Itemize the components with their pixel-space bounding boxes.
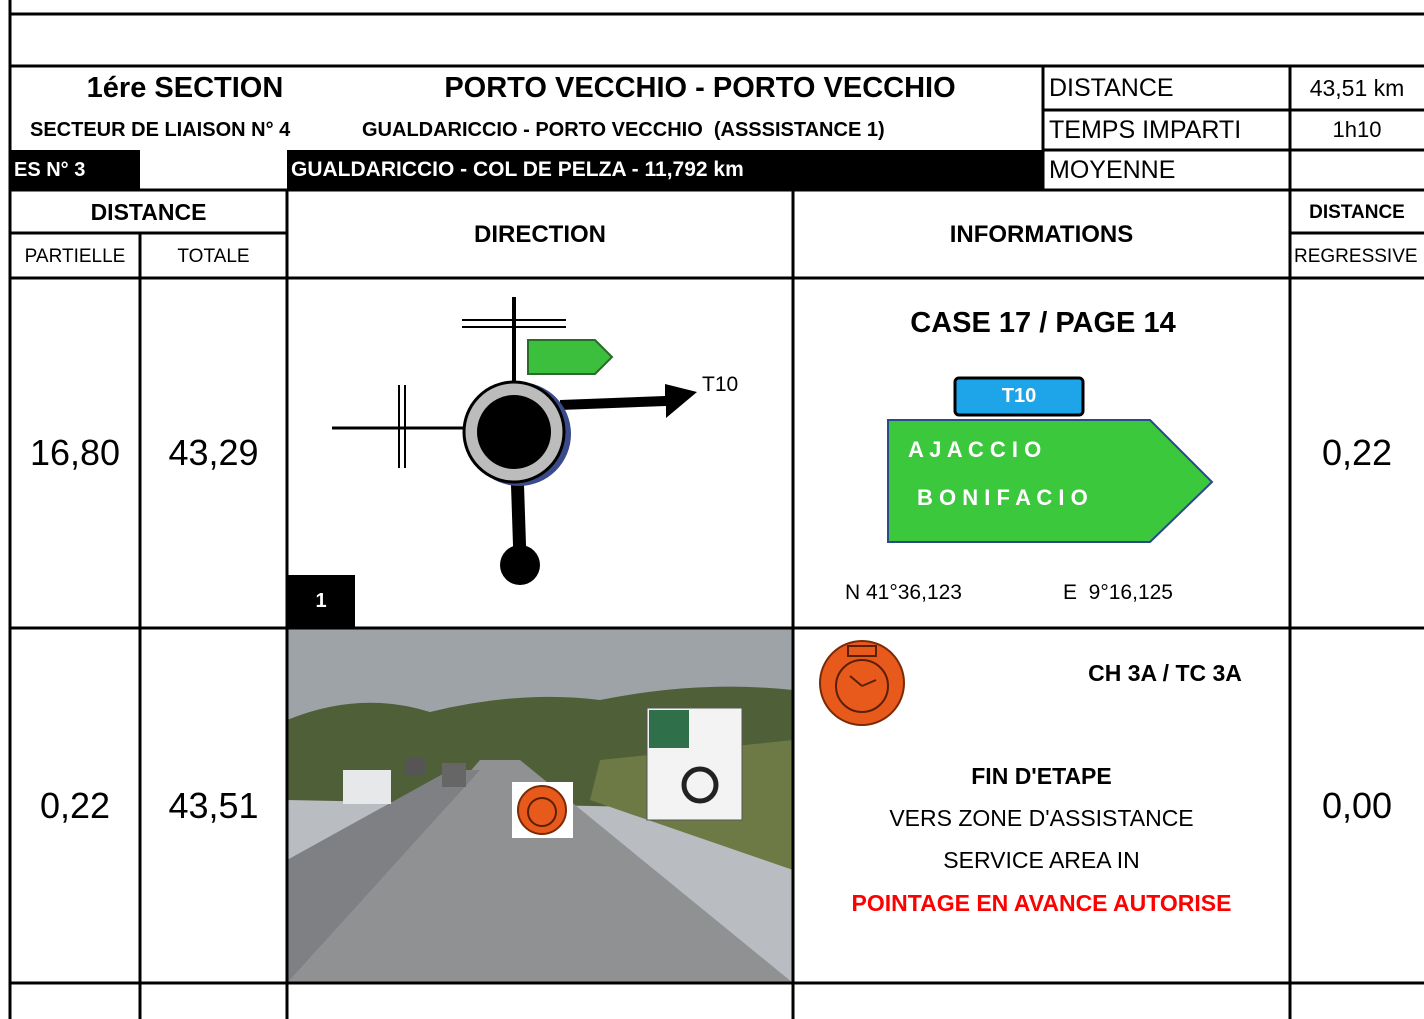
col-distance: DISTANCE [90, 199, 207, 225]
latitude: N 41°36,123 [845, 581, 962, 604]
regressive-distance: 0,22 [1321, 432, 1393, 473]
box-number: 1 [315, 590, 327, 612]
stage-route: GUALDARICCIO - COL DE PELZA - 11,792 km [291, 158, 744, 181]
col-distance-regressive: DISTANCE [1309, 201, 1405, 223]
check-point: CH 3A / TC 3A [1088, 659, 1242, 686]
liaison-route: GUALDARICCIO - PORTO VECCHIO (ASSSISTANC… [362, 118, 885, 141]
info-line: VERS ZONE D'ASSISTANCE [889, 804, 1194, 831]
sign-road: T10 [1001, 385, 1037, 407]
regressive-distance: 0,00 [1321, 784, 1393, 826]
photo [287, 628, 793, 983]
stage-bar [10, 150, 140, 190]
average-label: MOYENNE [1049, 155, 1176, 184]
info-line: SERVICE AREA IN [943, 846, 1140, 873]
col-total: TOTALE [177, 245, 250, 267]
distance-value: 43,51 km [1309, 74, 1405, 101]
total-distance: 43,29 [168, 432, 259, 473]
stage-route-bar [287, 150, 1043, 190]
liaison: SECTEUR DE LIAISON N° 4 [30, 118, 291, 141]
sign-destination: A J A C C I O [908, 437, 1042, 462]
road-sign [819, 376, 1214, 726]
partial-distance: 16,80 [29, 432, 121, 473]
col-informations: INFORMATIONS [949, 221, 1134, 248]
direction-diagram [287, 297, 697, 628]
info-warning: POINTAGE EN AVANCE AUTORISE [851, 889, 1232, 916]
table-lines [8, 0, 1424, 1019]
sign-destination: B O N I F A C I O [917, 485, 1088, 510]
col-partial: PARTIELLE [24, 245, 126, 267]
info-title: CASE 17 / PAGE 14 [910, 306, 1176, 339]
exit-label: T10 [702, 373, 739, 396]
info-line: FIN D'ETAPE [971, 762, 1112, 789]
partial-distance: 0,22 [39, 784, 111, 826]
total-distance: 43,51 [168, 784, 259, 826]
longitude: E 9°16,125 [1063, 581, 1173, 604]
time-value: 1h10 [1332, 117, 1382, 142]
section: 1ére SECTION [86, 71, 284, 104]
col-regressive: REGRESSIVE [1294, 245, 1418, 267]
stage: ES N° 3 [14, 158, 86, 181]
col-direction: DIRECTION [474, 221, 606, 248]
time-label: TEMPS IMPARTI [1049, 115, 1242, 144]
distance-label: DISTANCE [1049, 73, 1174, 102]
route: PORTO VECCHIO - PORTO VECCHIO [444, 71, 956, 104]
